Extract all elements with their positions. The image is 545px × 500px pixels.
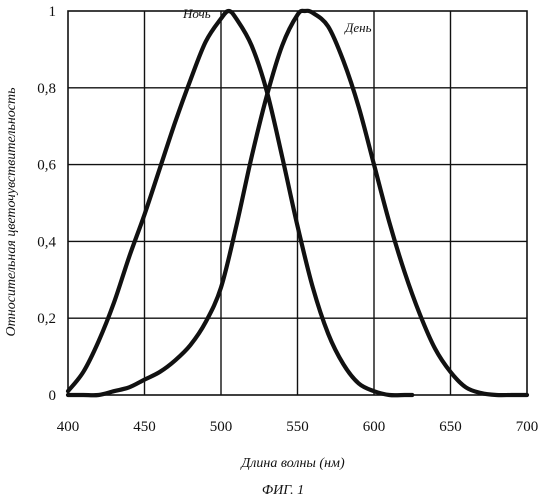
x-tick-label: 500 (210, 419, 233, 435)
series-label-0: Ночь (182, 6, 211, 21)
x-axis-title: Длина волны (нм) (239, 456, 345, 471)
y-tick-label: 0,8 (37, 81, 56, 97)
series-label-1: День (343, 20, 371, 35)
x-tick-label: 400 (57, 419, 80, 435)
y-axis-title: Относительная цветочувствительность (4, 88, 19, 337)
grid (68, 11, 527, 395)
x-tick-label: 450 (133, 419, 156, 435)
y-tick-label: 0,6 (37, 158, 56, 174)
y-tick-label: 0,4 (37, 234, 56, 250)
y-tick-label: 1 (49, 4, 57, 20)
x-tick-label: 650 (439, 419, 462, 435)
x-tick-label: 550 (286, 419, 309, 435)
x-tick-label: 700 (516, 419, 539, 435)
y-tick-label: 0,2 (37, 311, 56, 327)
figure-caption: ФИГ. 1 (262, 483, 304, 498)
tick-labels: 400 450 500 550 600 650 700 0 0,2 0,4 0,6 0,8 1 (37, 4, 538, 435)
y-tick-label: 0 (49, 388, 57, 404)
x-tick-label: 600 (363, 419, 386, 435)
